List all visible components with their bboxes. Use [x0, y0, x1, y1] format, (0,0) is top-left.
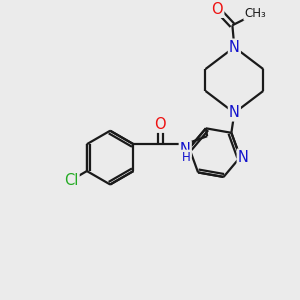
Text: CH₃: CH₃	[244, 7, 266, 20]
Text: H: H	[182, 151, 190, 164]
Text: N: N	[229, 105, 240, 120]
Text: N: N	[229, 40, 240, 55]
Text: N: N	[238, 150, 249, 165]
Text: O: O	[154, 117, 166, 132]
Text: Cl: Cl	[64, 172, 79, 188]
Text: O: O	[212, 2, 223, 17]
Text: N: N	[180, 142, 191, 157]
